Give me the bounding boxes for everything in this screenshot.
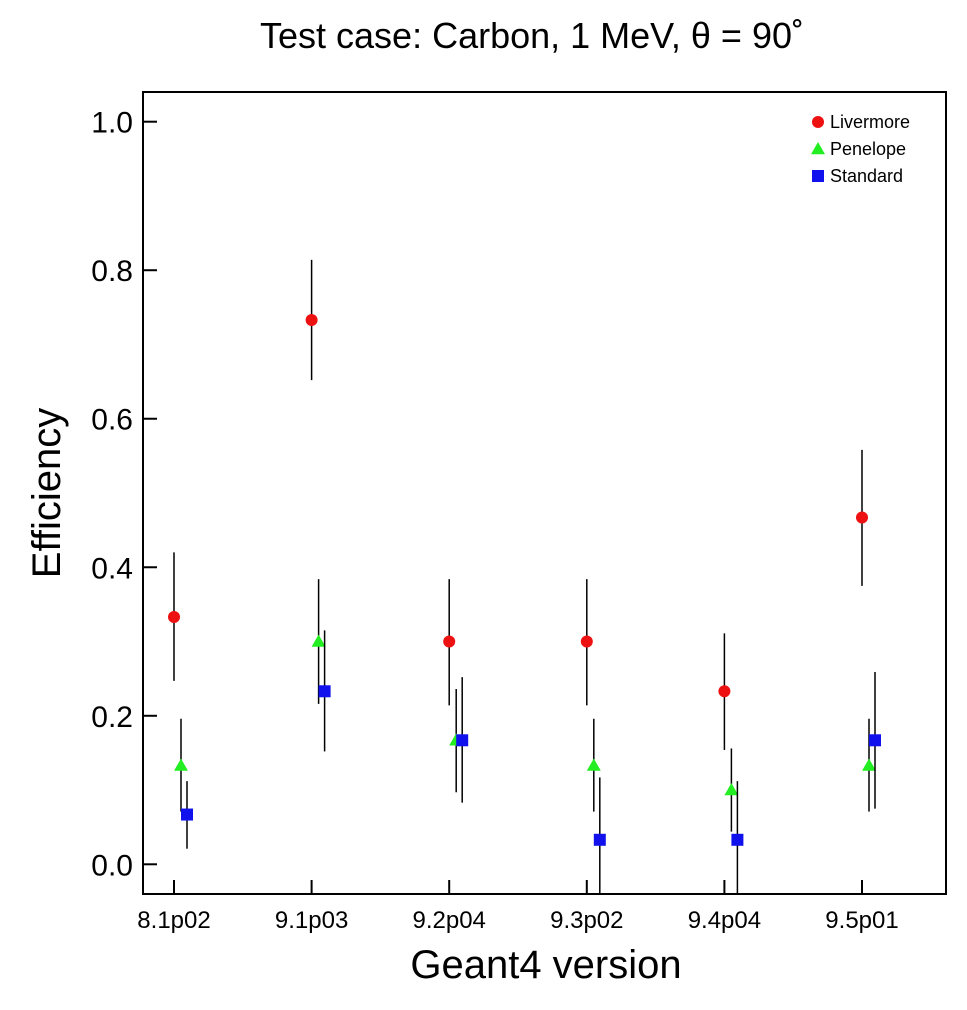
data-point <box>456 734 469 747</box>
data-point <box>168 611 180 624</box>
x-tick-label: 9.4p04 <box>688 907 761 934</box>
series-standard <box>181 630 881 894</box>
data-point <box>586 758 601 771</box>
x-tick-label: 8.1p02 <box>137 907 210 934</box>
data-point <box>856 511 868 524</box>
y-tick-label: 1.0 <box>91 107 133 140</box>
y-tick-label: 0.6 <box>91 404 133 437</box>
x-tick-label: 9.3p02 <box>550 907 623 934</box>
y-tick-label: 0.8 <box>91 255 133 288</box>
x-axis: 8.1p02 9.1p03 9.2p04 9.3p02 9.4p04 9.5p01 <box>137 880 899 934</box>
data-point <box>862 758 876 771</box>
data-point <box>580 635 593 648</box>
data-point <box>181 808 193 821</box>
plot-frame <box>142 91 947 895</box>
y-tick-label: 0.4 <box>91 552 133 585</box>
data-point <box>311 634 326 647</box>
y-axis: 0.0 0.2 0.4 0.6 0.8 1.0 <box>91 107 157 882</box>
legend-label: Penelope <box>830 139 906 159</box>
x-axis-title: Geant4 version <box>410 943 681 987</box>
data-point <box>443 635 456 648</box>
x-tick-label: 9.2p04 <box>412 907 485 934</box>
legend-marker <box>811 142 825 155</box>
data-point <box>869 734 881 747</box>
legend: Livermore Penelope Standard <box>811 112 910 186</box>
data-marks <box>168 259 881 894</box>
legend-marker <box>812 170 824 182</box>
series-penelope <box>174 579 876 832</box>
data-point <box>318 685 331 698</box>
legend-label: Standard <box>830 166 903 186</box>
y-tick-label: 0.2 <box>91 701 133 734</box>
y-tick-label: 0.0 <box>91 849 133 882</box>
data-point <box>305 313 318 326</box>
series-livermore <box>168 259 868 750</box>
data-point <box>731 833 744 846</box>
x-tick-label: 9.1p03 <box>275 907 348 934</box>
data-point <box>174 758 188 771</box>
data-point <box>724 783 739 796</box>
legend-marker <box>812 116 824 128</box>
chart-title: Test case: Carbon, 1 MeV, θ = 90˚ <box>260 15 804 56</box>
x-tick-label: 9.5p01 <box>825 907 898 934</box>
y-axis-title: Efficiency <box>25 408 69 578</box>
data-point <box>718 685 731 698</box>
data-point <box>593 833 606 846</box>
legend-label: Livermore <box>830 112 910 132</box>
